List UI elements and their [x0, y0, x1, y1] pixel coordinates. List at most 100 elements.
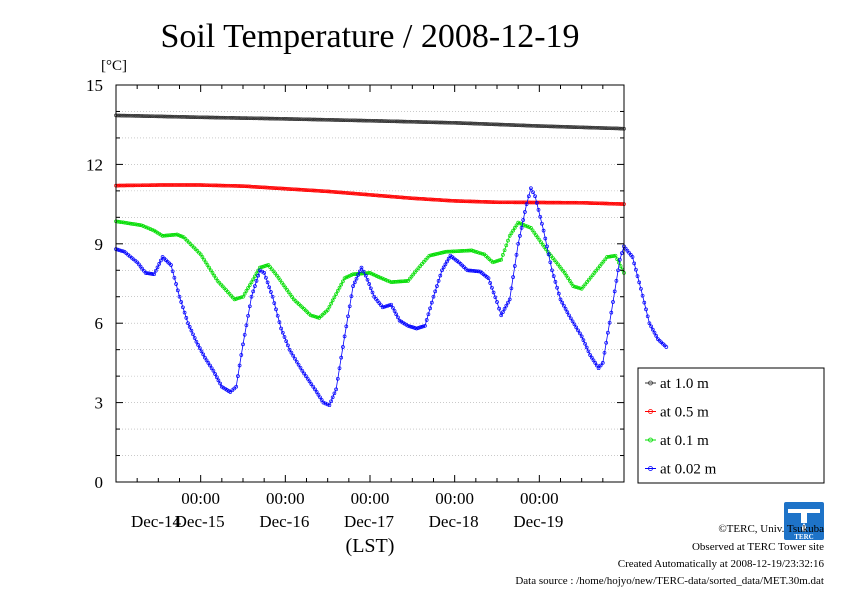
legend: at 1.0 m at 0.5 m at 0.1 m at 0.02 m	[645, 376, 717, 478]
data-point	[607, 320, 612, 325]
data-point	[611, 254, 616, 258]
data-point	[588, 201, 593, 205]
data-point	[574, 285, 579, 290]
data-point	[499, 313, 504, 318]
data-point	[279, 186, 284, 191]
data-point	[174, 282, 178, 286]
data-point	[128, 221, 133, 226]
data-point	[477, 199, 482, 204]
data-point	[606, 126, 610, 131]
data-point	[604, 340, 609, 345]
data-point	[277, 320, 282, 324]
data-point	[472, 121, 476, 126]
data-point	[423, 258, 428, 262]
data-point	[527, 225, 531, 230]
data-point	[589, 355, 594, 360]
data-point	[188, 183, 192, 187]
data-point	[546, 252, 551, 257]
data-point	[145, 114, 150, 118]
data-point	[581, 284, 586, 289]
data-point	[274, 186, 279, 191]
data-point	[570, 319, 575, 324]
data-point	[583, 341, 587, 346]
data-point	[214, 276, 218, 281]
data-point	[512, 226, 517, 230]
data-point	[352, 280, 357, 285]
data-point	[281, 186, 286, 191]
data-point	[309, 382, 314, 386]
data-point	[567, 200, 572, 205]
data-point	[359, 271, 364, 276]
data-point	[348, 118, 353, 123]
data-point	[642, 300, 647, 305]
data-point	[500, 200, 505, 205]
data-point	[382, 304, 387, 309]
copyright-text: ©TERC, Univ. Tsukuba	[718, 523, 824, 535]
data-point	[465, 121, 469, 126]
series-at-1-0-m	[114, 113, 626, 131]
data-point	[369, 193, 374, 197]
data-point	[138, 114, 143, 118]
data-point	[368, 192, 372, 197]
data-point	[581, 338, 586, 342]
data-point	[507, 297, 512, 302]
data-point	[149, 183, 154, 187]
data-point	[286, 343, 290, 348]
data-point	[463, 199, 468, 204]
data-point	[157, 262, 162, 266]
data-point	[549, 200, 554, 205]
data-point	[576, 200, 580, 205]
data-point	[237, 295, 242, 300]
data-point	[491, 200, 496, 204]
data-point	[145, 271, 150, 276]
data-point	[534, 233, 538, 237]
data-point	[132, 222, 136, 226]
data-point	[160, 114, 164, 119]
data-point	[615, 126, 619, 131]
legend-box	[637, 367, 825, 484]
data-point	[449, 198, 453, 203]
data-point	[384, 304, 388, 309]
data-point	[227, 183, 231, 188]
y-tick-label: 15	[86, 76, 103, 95]
data-point	[323, 401, 328, 406]
data-point	[426, 120, 431, 125]
data-point	[150, 227, 155, 232]
data-point	[480, 251, 485, 256]
data-point	[595, 363, 599, 368]
data-point	[193, 115, 198, 120]
data-point	[405, 119, 409, 124]
data-point	[586, 201, 591, 205]
data-point	[331, 189, 335, 194]
data-point	[279, 116, 284, 121]
data-point	[294, 117, 298, 121]
data-point	[442, 120, 446, 125]
data-point	[560, 200, 565, 205]
data-point	[122, 183, 127, 188]
data-point	[373, 193, 378, 198]
data-point	[181, 305, 185, 310]
data-point	[506, 238, 510, 243]
data-point	[128, 183, 132, 188]
data-point	[481, 199, 485, 204]
data-point	[227, 115, 231, 120]
data-point	[179, 115, 184, 119]
data-point	[402, 279, 407, 283]
data-point	[428, 197, 432, 202]
x-axis-ticks: 00:00 Dec-15 00:00 Dec-16 00:00 Dec-17 00:00 De…	[136, 85, 604, 531]
data-point	[609, 310, 614, 315]
data-point	[588, 275, 593, 280]
data-point	[449, 120, 453, 125]
data-point	[468, 199, 473, 204]
data-point	[563, 125, 568, 129]
data-point	[458, 121, 462, 125]
data-point	[573, 284, 577, 289]
data-point	[174, 114, 178, 119]
data-point	[253, 116, 258, 121]
data-point	[197, 346, 202, 350]
data-point	[355, 191, 360, 196]
data-point	[272, 301, 277, 305]
data-point	[152, 183, 157, 187]
series-at-0-02-m	[114, 186, 669, 408]
data-point	[272, 116, 277, 121]
